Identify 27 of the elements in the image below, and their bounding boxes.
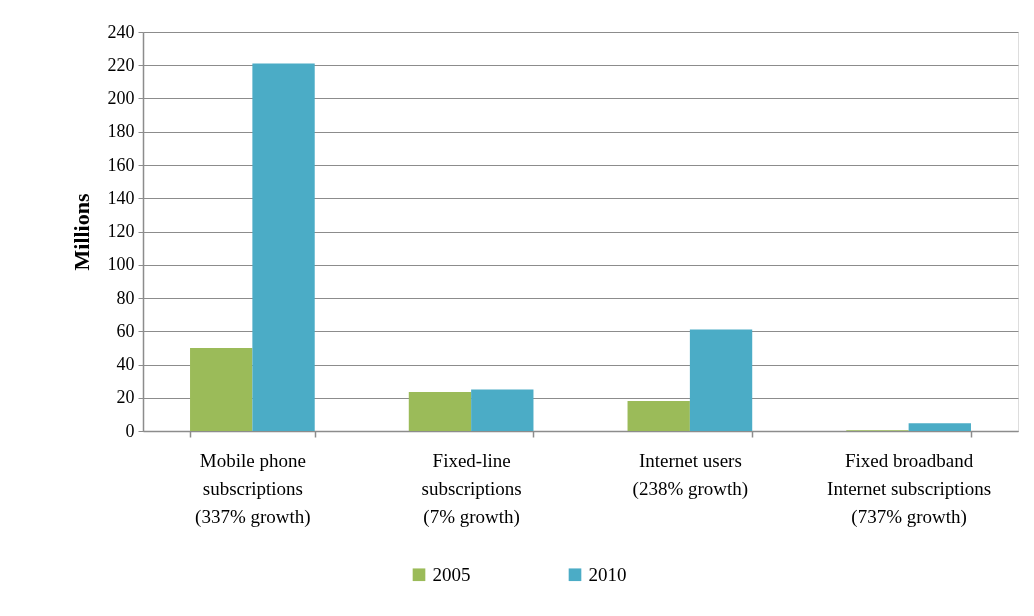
bar [471, 389, 534, 431]
x-tick-label: Mobile phone subscriptions (337% growth) [195, 449, 311, 528]
y-tick-label: 160 [107, 154, 135, 175]
y-tick-label: 80 [116, 287, 135, 308]
x-tick-label: Fixed broadband Internet subscriptions (737% growth) [827, 449, 992, 528]
x-tick-label: Internet users (238% growth) [632, 449, 749, 500]
bar [190, 347, 253, 431]
y-tick-label: 0 [125, 420, 135, 441]
y-axis-title: Millions [68, 193, 94, 271]
y-tick-label: 200 [107, 88, 135, 108]
bar [627, 401, 690, 431]
bar [689, 329, 753, 431]
y-tick-label: 120 [107, 221, 135, 241]
y-tick-label: 60 [116, 320, 135, 341]
bar [252, 63, 315, 431]
x-tick-label: Fixed-line subscriptions (7% growth) [421, 449, 522, 528]
y-tick-label: 220 [107, 54, 135, 75]
bar [408, 391, 472, 431]
y-tick-label: 40 [116, 354, 135, 374]
y-tick-label: 240 [107, 21, 135, 42]
bar [908, 423, 971, 431]
y-tick-label: 140 [107, 187, 135, 208]
y-tick-label: 180 [107, 121, 135, 142]
y-tick-label: 100 [107, 254, 135, 275]
legend-label: 2010 [588, 563, 627, 585]
legend-label: 2005 [432, 563, 471, 585]
y-tick-label: 20 [116, 387, 135, 408]
